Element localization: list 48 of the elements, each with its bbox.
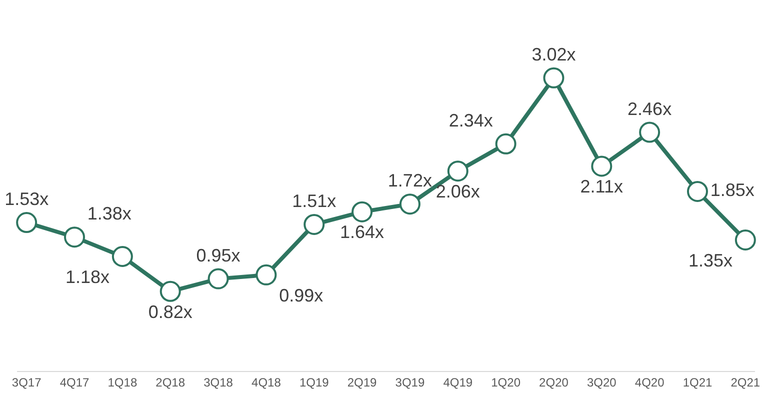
data-label: 2.11x (580, 176, 623, 197)
data-label: 1.64x (340, 222, 384, 242)
data-label: 1.53x (4, 189, 49, 210)
x-tick-label: 1Q21 (682, 375, 712, 390)
point (208, 268, 229, 290)
data-label: 1.38x (87, 204, 132, 224)
x-tick-label: 1Q19 (299, 375, 330, 390)
x-tick-label: 1Q18 (108, 375, 138, 390)
x-tick-label: 3Q18 (204, 375, 234, 390)
data-label: 0.82x (148, 302, 192, 322)
data-label: 1.18x (66, 266, 110, 287)
data-label: 2.34x (448, 110, 493, 131)
data-label: 1.72x (388, 170, 432, 191)
x-tick-label: 4Q18 (252, 375, 282, 390)
data-label: 2.06x (436, 181, 480, 202)
data-label: 1.51x (292, 191, 336, 212)
point (64, 226, 86, 248)
point (304, 214, 325, 235)
data-label: 1.35x (688, 250, 733, 270)
point (447, 160, 468, 182)
data-label: 3.02x (532, 44, 576, 65)
x-tick-label: 4Q19 (443, 375, 473, 390)
data-label: 0.99x (279, 285, 324, 306)
x-tick-label: 3Q20 (586, 375, 617, 390)
point (352, 201, 373, 222)
x-tick-label: 2Q19 (347, 375, 378, 390)
point (639, 122, 660, 143)
point (591, 156, 612, 177)
data-label: 2.46x (628, 98, 672, 119)
x-tick-label: 3Q17 (12, 375, 42, 390)
point (687, 180, 708, 202)
point (160, 280, 181, 302)
point (399, 194, 420, 215)
data-label: 1.85x (710, 180, 754, 200)
x-tick-label: 1Q20 (491, 375, 521, 390)
x-tick-label: 2Q20 (539, 375, 569, 390)
x-tick-label: 4Q20 (634, 375, 665, 390)
data-label: 0.95x (196, 245, 240, 266)
x-tick-label: 4Q17 (60, 375, 90, 390)
point (495, 133, 516, 154)
x-tick-label: 2Q18 (156, 375, 186, 390)
point (734, 229, 756, 250)
x-tick-label: 2Q21 (730, 375, 760, 390)
point (112, 246, 133, 267)
point (16, 212, 38, 234)
point (543, 67, 564, 88)
x-tick-label: 3Q19 (395, 375, 425, 390)
point (256, 264, 277, 286)
